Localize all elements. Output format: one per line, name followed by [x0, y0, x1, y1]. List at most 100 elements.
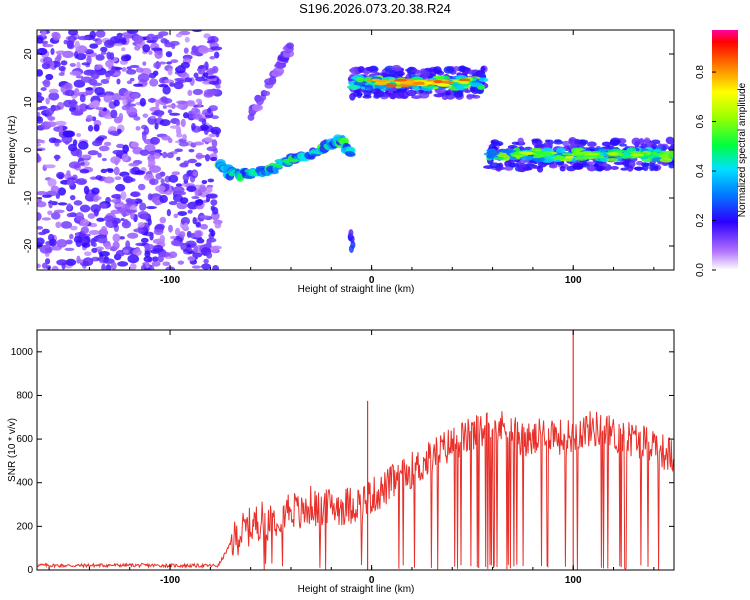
lower-band-cell [659, 157, 673, 163]
upper-band-halo [433, 93, 444, 98]
noise-cell [168, 174, 179, 183]
noise-cell [210, 199, 218, 206]
noise-cell [69, 62, 76, 67]
noise-cell [159, 251, 171, 258]
noise-cell [176, 156, 181, 161]
noise-cell [60, 85, 66, 93]
colorbar-tick-label: 0.2 [695, 213, 706, 227]
noise-cell [121, 153, 129, 162]
noise-cell [57, 187, 67, 196]
noise-cell [44, 258, 51, 265]
noise-cell [170, 59, 179, 64]
noise-cell [122, 249, 129, 254]
noise-cell [180, 217, 191, 226]
noise-cell [135, 125, 141, 131]
noise-cell [41, 217, 52, 221]
noise-cell [161, 151, 168, 159]
noise-cell [117, 261, 129, 267]
noise-cell [104, 72, 112, 77]
noise-cell [133, 228, 144, 233]
noise-cell [113, 166, 120, 176]
spectrogram-x-label: Height of straight line (km) [298, 284, 415, 295]
noise-cell [162, 105, 167, 109]
noise-cell [147, 158, 156, 167]
lower-band-halo [504, 166, 514, 171]
noise-cell [168, 112, 181, 116]
noise-cell [57, 202, 68, 206]
noise-cell [42, 56, 53, 64]
noise-cell [48, 88, 59, 94]
noise-cell [127, 254, 140, 264]
noise-cell [151, 256, 159, 262]
x-tick-label: -100 [160, 575, 180, 586]
upper-band-core [437, 83, 452, 87]
x-tick-label: 0 [369, 275, 375, 286]
lower-band-halo [522, 167, 533, 171]
lower-blob-cell [348, 244, 354, 253]
x-tick-label: -100 [160, 275, 180, 286]
noise-cell [111, 65, 116, 75]
noise-cell [190, 232, 196, 239]
noise-cell [187, 209, 193, 214]
lower-band-core [607, 152, 619, 156]
noise-cell [47, 178, 57, 187]
noise-cell [37, 143, 42, 147]
noise-cell [122, 144, 130, 154]
noise-cell [175, 33, 183, 38]
noise-cell [192, 171, 198, 177]
lower-band-cell [486, 150, 500, 156]
noise-cell [112, 149, 124, 155]
noise-cell [103, 215, 115, 222]
lower-band-halo [601, 141, 612, 147]
noise-cell [190, 49, 201, 56]
lower-band-cell [598, 148, 607, 153]
noise-cell [177, 79, 187, 84]
upper-band-halo [458, 65, 467, 73]
noise-cell [157, 113, 163, 118]
noise-cell [177, 260, 185, 265]
noise-cell [150, 115, 156, 119]
noise-cell [62, 130, 75, 138]
y-tick-label: -20 [23, 238, 34, 253]
noise-cell [171, 43, 176, 50]
noise-cell [70, 98, 77, 108]
noise-cell [95, 246, 105, 251]
noise-cell [80, 226, 90, 234]
noise-cell [125, 209, 138, 213]
upper-band-halo [370, 87, 381, 95]
noise-cell [42, 79, 51, 88]
noise-cell [139, 202, 147, 211]
upper-band-halo [397, 92, 405, 97]
noise-cell [87, 150, 99, 156]
noise-cell [45, 73, 54, 81]
noise-cell [146, 40, 157, 44]
noise-cell [198, 186, 207, 193]
noise-cell [120, 55, 131, 62]
noise-cell [154, 185, 166, 192]
noise-cell [153, 228, 164, 236]
noise-cell [206, 68, 215, 76]
noise-cell [114, 176, 122, 181]
noise-cell [119, 96, 126, 101]
noise-cell [127, 232, 139, 239]
noise-cell [201, 119, 207, 126]
noise-cell [166, 61, 172, 65]
noise-cell [210, 126, 222, 135]
noise-cell [55, 120, 67, 126]
upper-band-halo [357, 65, 365, 73]
noise-cell [98, 145, 110, 152]
noise-cell [92, 38, 99, 42]
noise-cell [93, 197, 99, 202]
noise-cell [83, 185, 90, 195]
noise-cell [37, 107, 44, 111]
lower-band-cell [533, 156, 545, 163]
noise-cell [80, 162, 85, 166]
noise-cell [90, 71, 100, 80]
noise-cell [122, 98, 128, 106]
noise-cell [79, 169, 90, 174]
noise-cell [100, 79, 110, 84]
lower-band-halo [587, 141, 597, 148]
noise-cell [92, 242, 97, 248]
lower-band-cell [552, 155, 566, 161]
noise-cell [103, 39, 115, 49]
